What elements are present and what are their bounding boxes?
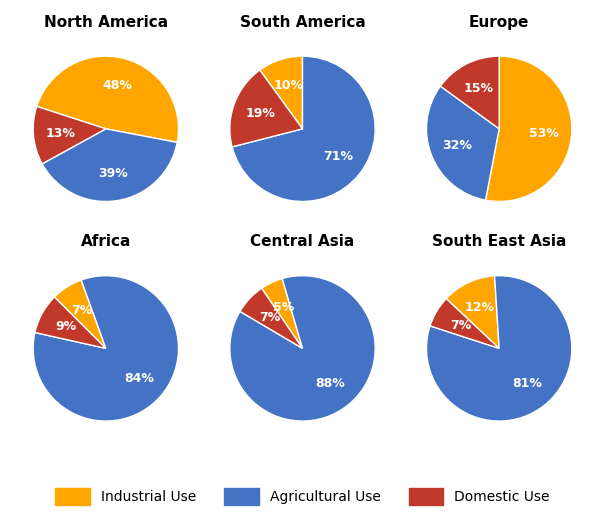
Text: 7%: 7%: [71, 304, 93, 317]
Wedge shape: [486, 56, 572, 202]
Wedge shape: [37, 56, 178, 143]
Title: Central Asia: Central Asia: [250, 234, 355, 249]
Text: 81%: 81%: [512, 377, 541, 390]
Title: North America: North America: [44, 15, 168, 30]
Wedge shape: [260, 56, 302, 129]
Wedge shape: [33, 106, 106, 164]
Wedge shape: [427, 86, 499, 200]
Text: 10%: 10%: [273, 80, 304, 92]
Wedge shape: [232, 56, 375, 202]
Text: 53%: 53%: [529, 127, 559, 139]
Text: 71%: 71%: [323, 150, 353, 163]
Title: South America: South America: [240, 15, 365, 30]
Text: 15%: 15%: [463, 82, 494, 95]
Text: 12%: 12%: [465, 301, 495, 314]
Text: 7%: 7%: [450, 319, 471, 332]
Text: 13%: 13%: [46, 127, 76, 139]
Wedge shape: [446, 276, 499, 348]
Text: 84%: 84%: [125, 372, 154, 385]
Text: 7%: 7%: [259, 311, 280, 324]
Wedge shape: [54, 280, 106, 348]
Text: 48%: 48%: [102, 79, 132, 92]
Wedge shape: [230, 70, 302, 147]
Text: 88%: 88%: [315, 377, 345, 390]
Title: Europe: Europe: [469, 15, 529, 30]
Wedge shape: [33, 276, 178, 421]
Wedge shape: [240, 288, 302, 348]
Text: 9%: 9%: [56, 320, 77, 333]
Legend: Industrial Use, Agricultural Use, Domestic Use: Industrial Use, Agricultural Use, Domest…: [48, 481, 557, 512]
Wedge shape: [261, 279, 302, 348]
Title: Africa: Africa: [80, 234, 131, 249]
Wedge shape: [42, 129, 177, 202]
Title: South East Asia: South East Asia: [432, 234, 566, 249]
Wedge shape: [230, 276, 375, 421]
Wedge shape: [440, 56, 499, 129]
Wedge shape: [35, 297, 106, 348]
Text: 39%: 39%: [98, 167, 128, 180]
Wedge shape: [427, 276, 572, 421]
Text: 32%: 32%: [442, 139, 473, 152]
Text: 19%: 19%: [245, 107, 275, 120]
Text: 5%: 5%: [273, 301, 294, 314]
Wedge shape: [430, 299, 499, 348]
